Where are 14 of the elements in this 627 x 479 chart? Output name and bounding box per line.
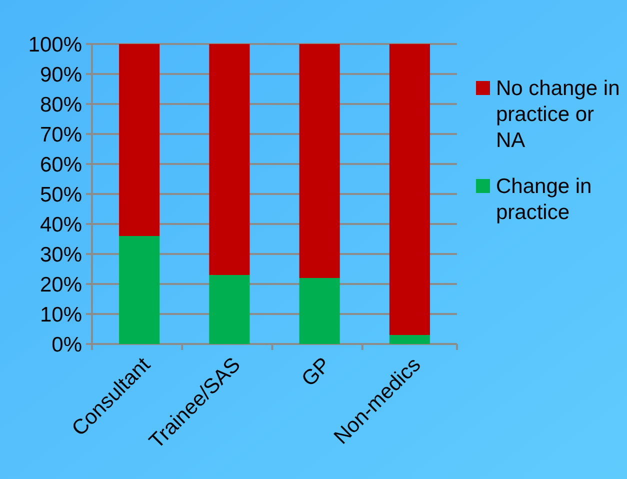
- x-tick-label: GP: [297, 353, 336, 391]
- legend-label: Change in practice: [496, 175, 592, 224]
- y-tick-label: 60%: [40, 153, 82, 176]
- y-tick-label: 30%: [40, 243, 82, 266]
- y-tick-label: 10%: [40, 303, 82, 326]
- y-tick-label: 80%: [40, 93, 82, 116]
- y-tick-label: 90%: [40, 63, 82, 86]
- y-tick-label: 20%: [40, 273, 82, 296]
- y-tick-label: 50%: [40, 183, 82, 206]
- legend-label: No change in practice or NA: [496, 77, 620, 152]
- y-tick-label: 70%: [40, 123, 82, 146]
- y-tick-label: 100%: [28, 33, 82, 56]
- y-tick-label: 0%: [52, 333, 82, 356]
- y-tick-label: 40%: [40, 213, 82, 236]
